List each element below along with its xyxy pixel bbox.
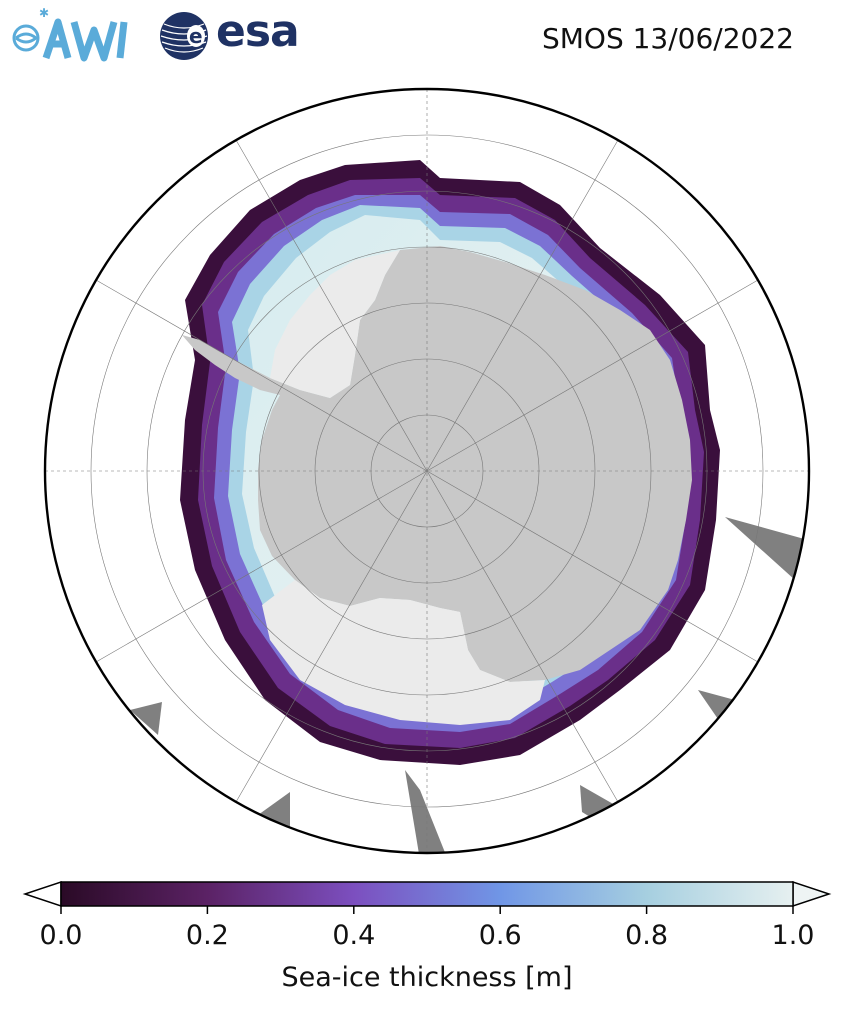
weddell-ice	[270, 250, 400, 398]
esa-logo: e	[160, 12, 208, 60]
antarctica-land	[182, 246, 692, 682]
map-boundary	[43, 87, 811, 855]
colorbar-tick-label: 0.8	[625, 920, 669, 951]
colorbar-max-extension	[792, 880, 832, 908]
colorbar-ticks	[60, 906, 794, 914]
polar-map	[43, 87, 811, 855]
svg-text:e: e	[189, 24, 203, 48]
colorbar-label: Sea-ice thickness [m]	[281, 962, 573, 993]
esa-logo-text: esa	[216, 6, 300, 57]
colorbar	[22, 880, 832, 914]
colorbar-tick-label: 0.4	[332, 920, 376, 951]
svg-text:✱: ✱	[39, 8, 49, 20]
colorbar-min-extension	[22, 880, 62, 908]
colorbar-tick-label: 1.0	[771, 920, 815, 951]
awi-logo: ✱	[12, 8, 128, 62]
colorbar-tick-label: 0.6	[478, 920, 522, 951]
colorbar-tick-label: 0.0	[39, 920, 83, 951]
meridians	[45, 89, 809, 853]
map-title: SMOS 13/06/2022	[541, 22, 794, 55]
colorbar-bar	[60, 881, 794, 907]
colorbar-tick-label: 0.2	[185, 920, 229, 951]
ross-ice-shelf	[262, 580, 545, 725]
